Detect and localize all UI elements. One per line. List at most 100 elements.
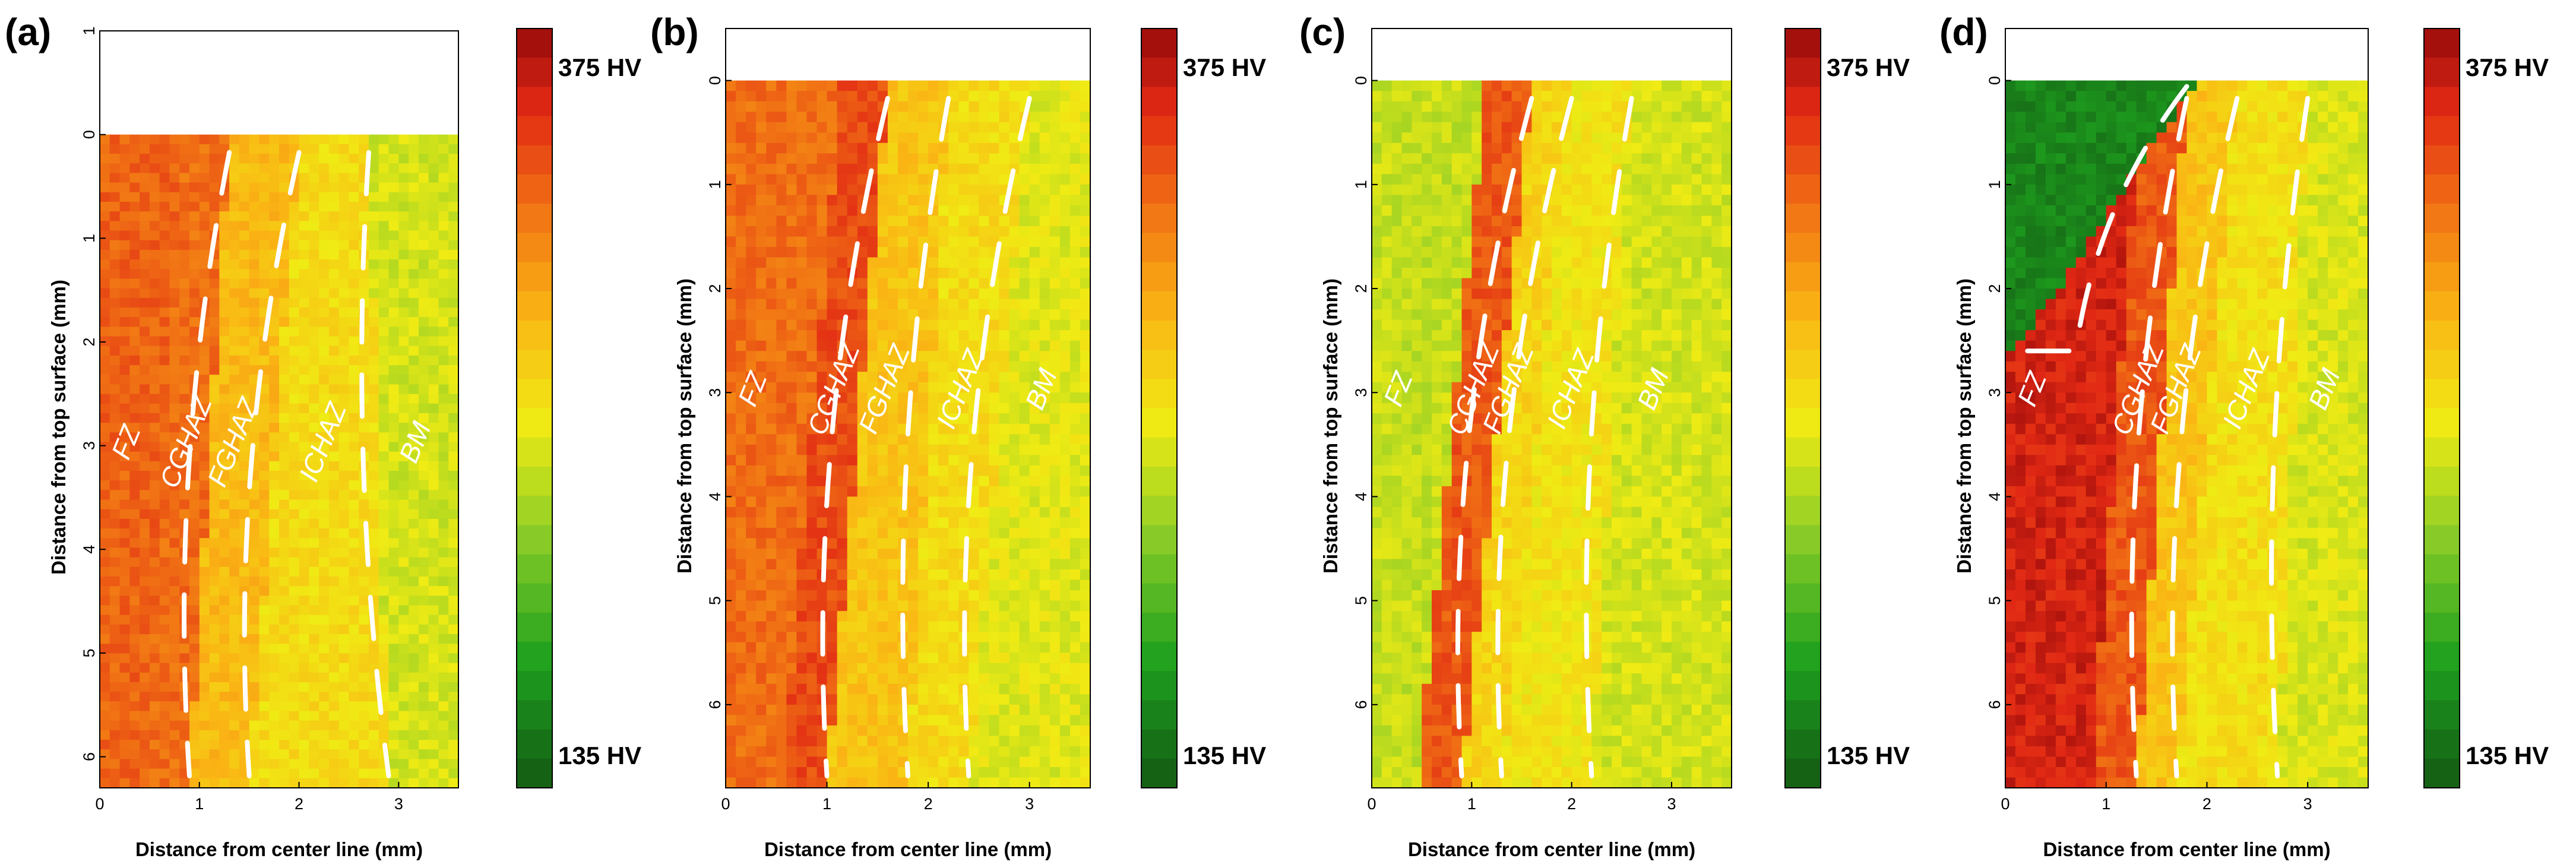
hardness-cell (877, 319, 888, 331)
hardness-cell (938, 382, 950, 394)
hardness-cell (887, 465, 898, 477)
hardness-cell (1019, 694, 1030, 705)
hardness-cell (928, 527, 939, 539)
hardness-cell (989, 652, 1000, 664)
hardness-cell (806, 632, 818, 643)
hardness-cell (159, 336, 170, 347)
hardness-cell (736, 694, 746, 705)
hardness-cell (338, 163, 350, 174)
hardness-cell (338, 740, 350, 750)
zone-boundaries (182, 150, 391, 778)
hardness-cell (338, 249, 350, 260)
hardness-cell (409, 365, 419, 375)
hardness-cell (289, 720, 300, 731)
hardness-cell (259, 403, 270, 414)
hardness-cell (279, 480, 290, 491)
hardness-cell (209, 192, 220, 202)
hardness-cell (378, 288, 390, 299)
hardness-cell (877, 153, 888, 164)
hardness-cell (746, 278, 757, 289)
hardness-cell (428, 701, 439, 712)
hardness-cell (786, 756, 798, 768)
hardness-cell (806, 704, 818, 716)
hardness-cell (1049, 621, 1061, 632)
hardness-cell (328, 490, 340, 500)
hardness-cell (299, 595, 310, 606)
hardness-cell (338, 499, 350, 510)
hardness-cell (746, 195, 757, 206)
hardness-cell (806, 330, 818, 341)
hardness-cell (877, 372, 888, 383)
hardness-cell (209, 547, 220, 558)
hardness-cell (938, 257, 950, 268)
x-tick-label: 2 (924, 795, 933, 813)
hardness-cell (786, 153, 798, 164)
hardness-cell (438, 384, 450, 395)
hardness-cell (948, 423, 960, 435)
hardness-cell (776, 403, 787, 414)
hardness-cell (897, 236, 909, 248)
y-tick-label: 4 (706, 492, 724, 501)
hardness-cell (908, 766, 919, 778)
hardness-cell (786, 611, 798, 622)
hardness-cell (1019, 153, 1030, 164)
hardness-cell (428, 586, 439, 597)
hardness-cell (969, 527, 980, 539)
hardness-cell (1009, 330, 1020, 341)
hardness-cell (229, 759, 240, 769)
hardness-cell (847, 715, 858, 726)
hardness-cell (999, 132, 1010, 144)
hardness-cell (746, 142, 757, 154)
hardness-cell (726, 704, 736, 716)
hardness-cell (897, 361, 909, 372)
hardness-cell (409, 614, 419, 625)
hardness-cell (129, 749, 140, 760)
hardness-cell (857, 694, 868, 705)
hardness-cell (776, 642, 787, 654)
hardness-cell (199, 461, 210, 471)
air-region (726, 28, 1090, 81)
hardness-cell (428, 423, 439, 433)
hardness-cell (756, 642, 767, 654)
hardness-cell (119, 692, 131, 702)
hardness-cell (219, 355, 230, 366)
hardness-cell (1009, 309, 1020, 321)
hardness-cell (736, 434, 746, 445)
hardness-cell (1059, 600, 1071, 612)
hardness-cell (409, 182, 419, 193)
hardness-cell (428, 288, 439, 299)
hardness-cell (948, 549, 960, 560)
hardness-cell (378, 355, 390, 366)
hardness-cell (428, 182, 439, 193)
hardness-cell (378, 144, 390, 154)
hardness-cell (249, 269, 260, 280)
hardness-cell (179, 720, 190, 731)
hardness-cell (979, 725, 990, 737)
hardness-cell (1080, 527, 1091, 539)
hardness-cell (948, 413, 960, 425)
hardness-cell (847, 163, 858, 175)
hardness-cell (766, 413, 777, 425)
hardness-cell (169, 624, 181, 635)
hardness-cell (428, 144, 439, 154)
hardness-cell (269, 163, 280, 174)
colorbar-step (517, 116, 552, 146)
hardness-cell (239, 307, 250, 318)
hardness-cell (100, 201, 110, 212)
hardness-cell (776, 777, 787, 788)
hardness-cell (398, 720, 409, 731)
hardness-cell (119, 413, 131, 423)
hardness-cell (309, 307, 319, 318)
hardness-cell (1069, 392, 1081, 404)
hardness-cell (428, 471, 439, 481)
hardness-cell (897, 663, 909, 674)
hardness-cell (438, 201, 450, 212)
hardness-cell (169, 355, 181, 366)
hardness-cell (388, 595, 400, 606)
hardness-cell (887, 538, 898, 549)
hardness-cell (249, 221, 260, 232)
hardness-cell (448, 394, 459, 404)
hardness-cell (418, 144, 429, 154)
hardness-cell (1080, 299, 1091, 310)
hardness-cell (877, 174, 888, 185)
